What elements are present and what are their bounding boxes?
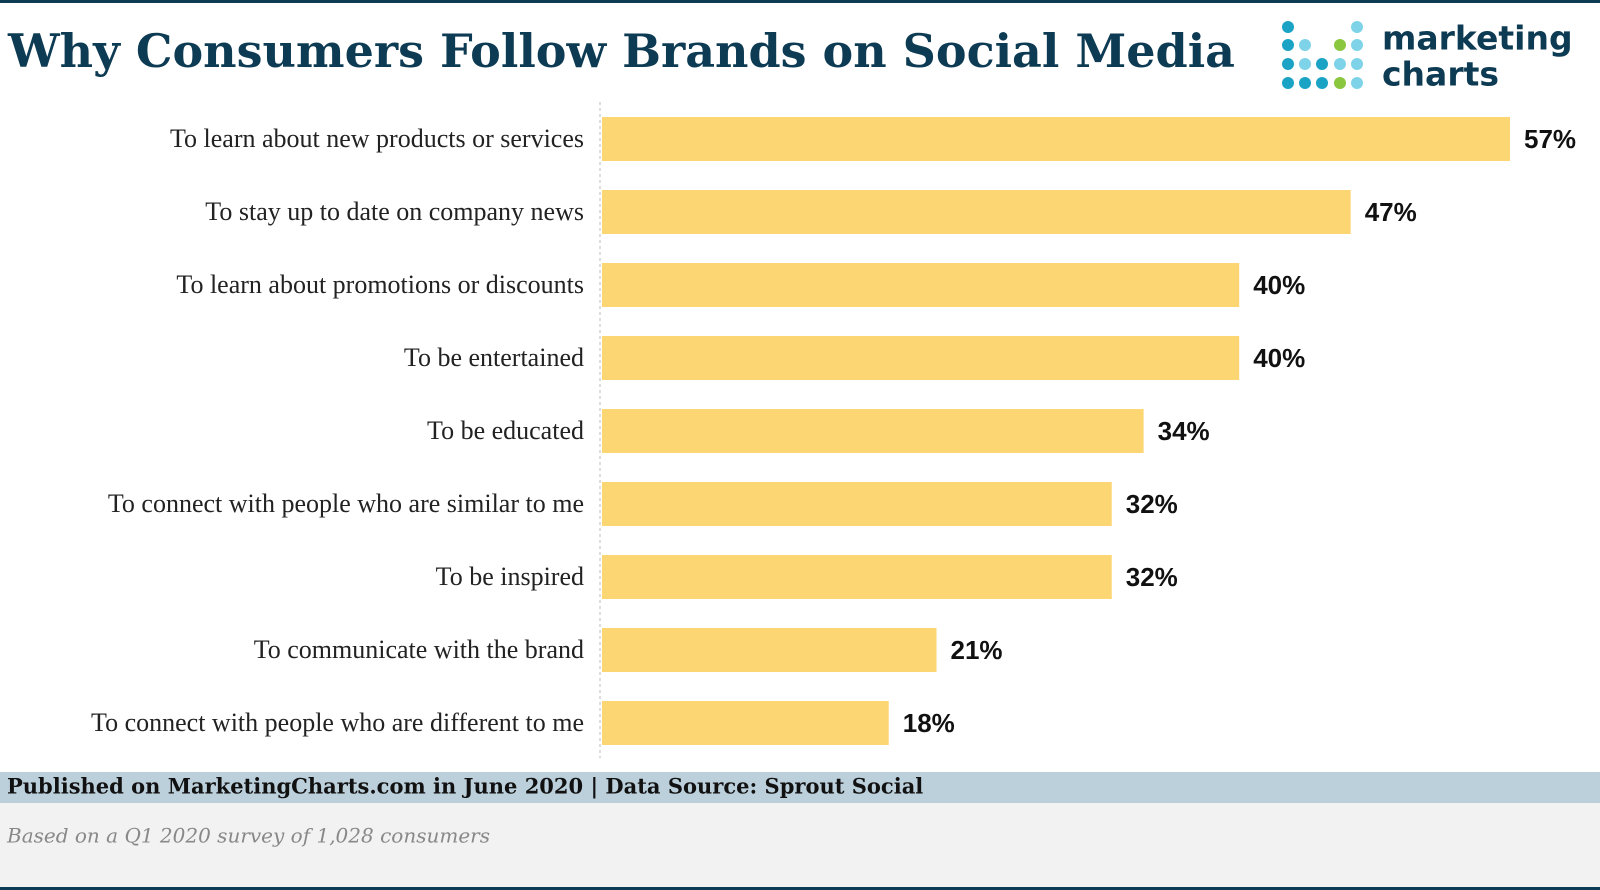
value-label: 40% — [1253, 270, 1305, 300]
value-label: 40% — [1253, 343, 1305, 373]
top-rule — [0, 0, 1600, 3]
bar — [602, 190, 1351, 234]
category-label: To be entertained — [404, 343, 584, 372]
value-label: 34% — [1158, 416, 1210, 446]
value-label: 18% — [903, 708, 955, 738]
category-label: To learn about new products or services — [170, 124, 584, 153]
category-label: To be educated — [427, 416, 584, 445]
logo-text: marketing — [1382, 19, 1573, 58]
bar — [602, 628, 937, 672]
bar — [602, 263, 1240, 307]
value-label: 47% — [1365, 197, 1417, 227]
value-label: 32% — [1126, 562, 1178, 592]
logo: marketing charts — [1282, 19, 1573, 94]
bar — [602, 117, 1510, 161]
bar — [602, 482, 1112, 526]
bottom-rule — [0, 887, 1600, 890]
note: Based on a Q1 2020 survey of 1,028 consu… — [6, 824, 490, 848]
bar — [602, 409, 1144, 453]
source-band — [0, 772, 1600, 803]
logo-text: charts — [1382, 55, 1499, 94]
value-label: 32% — [1126, 489, 1178, 519]
category-label: To stay up to date on company news — [205, 197, 584, 226]
value-label: 57% — [1524, 124, 1576, 154]
category-label: To connect with people who are similar t… — [108, 489, 584, 518]
bar — [602, 701, 889, 745]
bar — [602, 555, 1112, 599]
category-label: To connect with people who are different… — [91, 708, 584, 737]
value-label: 21% — [951, 635, 1003, 665]
category-label: To be inspired — [436, 562, 584, 591]
chart-title: Why Consumers Follow Brands on Social Me… — [7, 24, 1235, 78]
note-band — [0, 803, 1600, 887]
category-label: To communicate with the brand — [254, 635, 584, 664]
bar — [602, 336, 1240, 380]
category-label: To learn about promotions or discounts — [176, 270, 584, 299]
source: Published on MarketingCharts.com in June… — [7, 774, 923, 799]
